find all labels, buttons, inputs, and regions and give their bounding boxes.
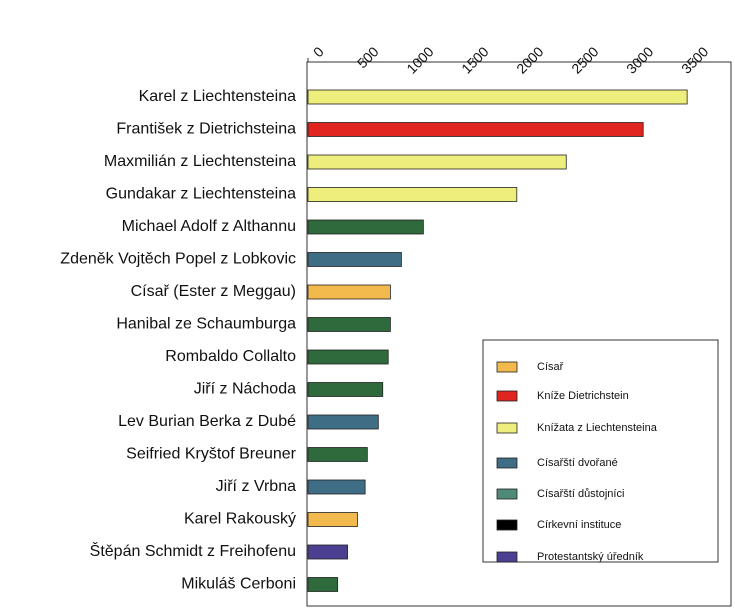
legend-swatch xyxy=(496,457,518,469)
bar xyxy=(307,252,402,267)
bar xyxy=(307,317,391,332)
y-tick-label: Gundakar z Liechtensteina xyxy=(106,186,296,203)
y-tick-label: Jiří z Náchoda xyxy=(194,381,296,398)
plot-frame xyxy=(306,61,732,607)
bar xyxy=(307,447,368,462)
x-tick-label: 1500 xyxy=(458,43,491,76)
y-tick-label: Lev Burian Berka z Dubé xyxy=(118,413,296,430)
y-tick-label: Císař (Ester z Meggau) xyxy=(131,283,296,300)
x-tick-label: 500 xyxy=(354,43,382,71)
legend-label: Církevní instituce xyxy=(537,519,621,531)
bar xyxy=(307,154,567,170)
x-tick-label: 2000 xyxy=(513,43,546,76)
legend-label: Císařští důstojníci xyxy=(537,488,624,500)
y-tick-label: Jiří z Vrbna xyxy=(216,478,296,495)
legend-swatch xyxy=(496,390,518,402)
bar xyxy=(307,414,379,430)
bar xyxy=(307,479,366,495)
legend-label: Císař xyxy=(537,361,564,373)
y-tick-label: Zdeněk Vojtěch Popel z Lobkovic xyxy=(60,251,296,268)
bar xyxy=(307,284,391,300)
y-tick-label: Michael Adolf z Althannu xyxy=(122,218,296,235)
legend-swatch xyxy=(496,361,518,373)
y-tick-label: Štěpán Schmidt z Freihofenu xyxy=(90,541,296,560)
bar xyxy=(307,544,348,560)
y-tick-label: Rombaldo Collalto xyxy=(165,348,296,365)
y-tick-label: Mikuláš Cerboni xyxy=(181,576,296,593)
bar xyxy=(307,219,424,235)
bar xyxy=(307,89,688,105)
x-tick-label: 2500 xyxy=(568,43,601,76)
x-tick-label: 3500 xyxy=(678,43,711,76)
y-tick-label: Karel z Liechtensteina xyxy=(139,88,297,105)
x-tick-label: 0 xyxy=(310,43,327,60)
bar xyxy=(307,382,384,397)
x-tick-label: 3000 xyxy=(623,43,656,76)
legend-swatch xyxy=(496,551,518,563)
legend-swatch xyxy=(496,488,518,500)
y-tick-label: Hanibal ze Schaumburga xyxy=(116,316,296,333)
legend-label: Protestantský úředník xyxy=(537,551,644,563)
bar xyxy=(307,349,389,365)
legend-label: Kníže Dietrichstein xyxy=(537,390,629,402)
legend-label: Knížata z Liechtensteina xyxy=(537,422,658,434)
legend-swatch xyxy=(496,422,518,434)
legend-label: Císařští dvořané xyxy=(537,457,618,469)
y-tick-label: Maxmilián z Liechtensteina xyxy=(104,153,296,170)
bar xyxy=(307,577,339,592)
y-tick-label: Karel Rakouský xyxy=(184,511,296,528)
y-tick-label: František z Dietrichsteina xyxy=(116,121,296,138)
legend-box xyxy=(482,339,719,563)
bar xyxy=(307,512,358,527)
bar xyxy=(307,187,518,202)
bar xyxy=(307,122,644,137)
y-tick-label: Seifried Kryštof Breuner xyxy=(126,446,297,463)
x-tick-label: 1000 xyxy=(403,43,436,76)
legend-swatch xyxy=(496,519,518,531)
